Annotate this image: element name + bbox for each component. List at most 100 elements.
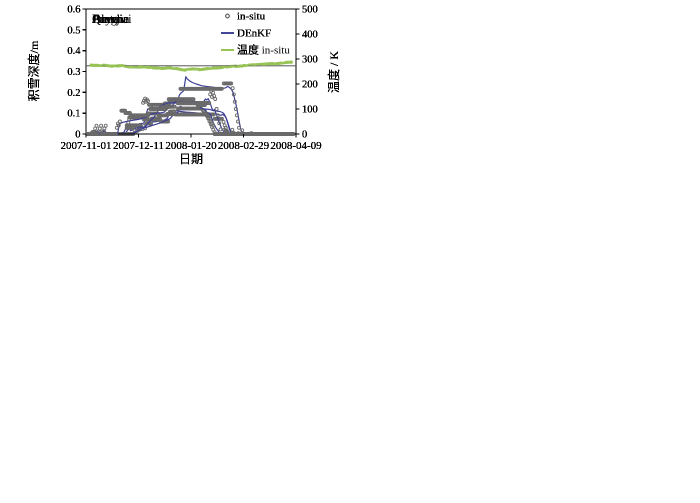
x-tick-label: 2008-02-29: [218, 140, 270, 152]
y-right-tick-label: 500: [302, 5, 318, 16]
y-right-tick-label: 0: [302, 130, 307, 141]
y-right-tick-label: 500: [302, 5, 318, 16]
y-left-tick-label: 0.2: [67, 88, 80, 99]
legend: in-situ DEnKF 温度: [221, 11, 271, 57]
y-right-tick-label: 400: [302, 30, 318, 41]
x-tick-label: 2007-11-01: [61, 140, 112, 152]
x-axis-label: 日期: [179, 152, 203, 166]
y-left-axis-label: 积雪深度/m: [26, 40, 41, 101]
y-left-tick-label: 0: [75, 130, 80, 141]
y-left-axis-label: 积雪深度/m: [26, 40, 41, 101]
station-name: Aletai: [92, 12, 123, 26]
y-right-tick-label: 0: [302, 130, 307, 141]
y-left-tick-label: 0.6: [67, 5, 80, 16]
subplot-aletai: 2007-11-01 2007-12-11 2008-01-20 2008-02-29…: [0, 0, 350, 167]
y-right-tick-label: 200: [302, 80, 318, 91]
y-right-tick-label: 300: [302, 55, 318, 66]
legend-insitu-label: in-situ: [237, 11, 266, 23]
y-left-tick-label: 0.2: [67, 88, 80, 99]
y-left-tick-label: 0.2: [67, 88, 80, 99]
legend-temperature-label: 温度 in-situ: [237, 43, 290, 57]
y-left-tick-label: 0: [75, 130, 80, 141]
x-tick-label: 2008-01-20: [165, 140, 217, 152]
y-left-tick-label: 0.6: [67, 5, 80, 16]
legend-denkf-label: DEnKF: [237, 28, 271, 40]
legend-denkf-label: DEnKF: [237, 28, 271, 40]
y-left-tick-label: 0.1: [67, 109, 80, 120]
x-tick-label: 2008-04-09: [270, 140, 322, 152]
y-left-tick-label: 0.4: [67, 46, 81, 57]
legend: in-situ DEnKF 温度 in-situ: [221, 11, 290, 57]
y-right-tick-label: 200: [302, 80, 318, 91]
y-left-tick-label: 0.1: [67, 109, 80, 120]
y-left-tick-label: 0.5: [67, 25, 80, 36]
y-left-tick-label: 0.6: [67, 5, 80, 16]
y-left-tick-label: 0.1: [67, 109, 80, 120]
y-right-tick-label: 500: [302, 5, 318, 16]
y-right-tick-label: 200: [302, 80, 318, 91]
x-axis-label: 日期: [179, 152, 203, 166]
y-right-tick-label: 400: [302, 30, 318, 41]
y-left-tick-label: 0.4: [67, 46, 81, 57]
y-right-tick-label: 200: [302, 80, 318, 91]
chart-aletai: 2007-11-01 2007-12-11 2008-01-20 2008-02-29…: [26, 5, 341, 167]
x-tick-label: 2008-02-29: [218, 140, 270, 152]
legend-temperature-label: 温度: [237, 43, 259, 57]
x-tick-label: 2008-04-09: [270, 140, 322, 152]
temperature-line: [89, 60, 293, 72]
y-right-axis-label: 温度 / K: [326, 51, 341, 93]
legend-insitu-label: in-situ: [237, 11, 266, 23]
station-name: Fuyun: [92, 12, 125, 26]
y-left-tick-label: 0.5: [67, 25, 80, 36]
y-right-tick-label: 0: [302, 130, 307, 141]
y-right-tick-label: 400: [302, 30, 318, 41]
x-axis-label: 日期: [179, 152, 203, 166]
y-left-tick-label: 0.6: [67, 5, 80, 16]
y-left-tick-label: 0.3: [67, 67, 80, 78]
y-left-tick-label: 0.2: [67, 88, 80, 99]
y-left-axis-label: 积雪深度/m: [26, 40, 41, 101]
x-tick-label: 2008-04-09: [270, 140, 322, 152]
y-left-tick-label: 0.5: [67, 25, 80, 36]
legend-denkf-label: DEnKF: [237, 28, 271, 40]
legend-temperature-label: 温度: [237, 43, 259, 57]
y-right-tick-label: 300: [302, 55, 318, 66]
y-left-axis-label: 积雪深度/m: [26, 40, 41, 101]
x-tick-label: 2008-02-29: [218, 140, 270, 152]
y-right-tick-label: 0: [302, 130, 307, 141]
legend: in-situ DEnKF 温度: [221, 11, 271, 57]
y-right-tick-label: 500: [302, 5, 318, 16]
y-right-axis-label: 温度 / K: [326, 51, 341, 93]
x-tick-label: 2008-01-20: [165, 140, 217, 152]
y-left-tick-label: 0.3: [67, 67, 80, 78]
y-left-tick-label: 0.3: [67, 67, 80, 78]
station-name: Jimunai: [92, 12, 132, 26]
x-tick-label: 2008-04-09: [270, 140, 322, 152]
y-left-tick-label: 0.4: [67, 46, 81, 57]
y-left-tick-label: 0.6: [67, 5, 80, 16]
y-right-tick-label: 300: [302, 55, 318, 66]
x-tick-label: 2008-04-09: [270, 140, 322, 152]
y-right-tick-label: 100: [302, 105, 318, 116]
y-right-tick-label: 100: [302, 105, 318, 116]
x-tick-label: 2007-12-11: [113, 140, 164, 152]
x-tick-label: 2008-01-20: [165, 140, 217, 152]
legend-insitu-label: in-situ: [237, 11, 266, 23]
x-axis-label: 日期: [179, 152, 203, 166]
x-tick-label: 2007-12-11: [113, 140, 164, 152]
y-right-tick-label: 100: [302, 105, 318, 116]
y-right-tick-label: 400: [302, 30, 318, 41]
legend-denkf-label: DEnKF: [237, 28, 271, 40]
insitu-markers: [85, 101, 296, 136]
x-axis-label: 日期: [179, 152, 203, 166]
legend-temperature-label: 温度: [237, 43, 259, 57]
x-tick-label: 2007-12-11: [113, 140, 164, 152]
legend: in-situ DEnKF 温度: [221, 11, 271, 57]
y-right-axis-label: 温度 / K: [326, 51, 341, 93]
y-right-tick-label: 500: [302, 5, 318, 16]
y-left-tick-label: 0.2: [67, 88, 80, 99]
station-name: Buerjin: [92, 12, 130, 26]
subplot-fuyun: 2007-11-01 2007-12-11 2008-01-20 2008-02-29…: [0, 0, 350, 167]
x-tick-label: 2008-01-20: [165, 140, 217, 152]
